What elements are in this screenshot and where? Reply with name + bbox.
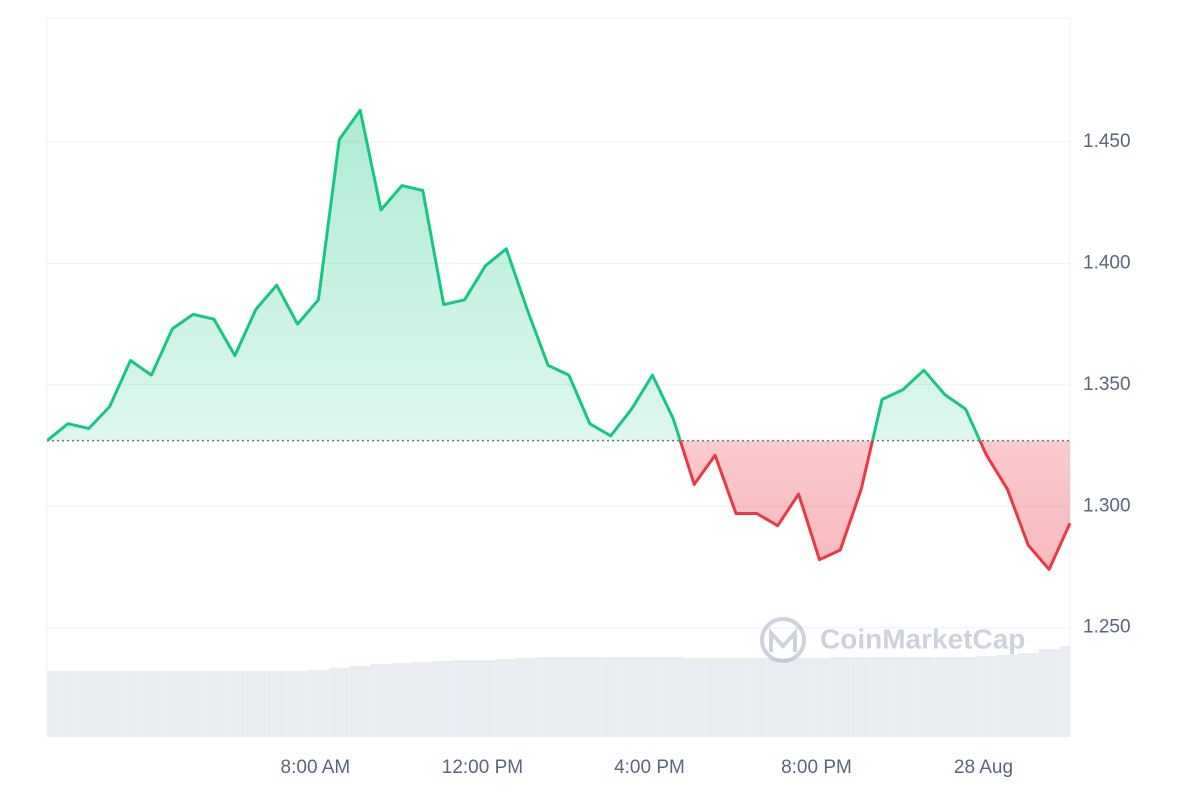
volume-bar <box>662 657 684 737</box>
volume-bar <box>746 658 768 737</box>
volume-bar <box>558 657 580 737</box>
volume-bar <box>391 663 413 737</box>
volume-bar <box>704 658 726 737</box>
y-tick-label: 1.250 <box>1083 617 1131 638</box>
x-tick-label: 8:00 AM <box>281 757 351 778</box>
volume-bar <box>474 660 496 737</box>
volume-bar <box>349 666 371 737</box>
line-up <box>47 108 982 441</box>
volume-bar <box>809 658 830 737</box>
volume-bar <box>328 668 350 737</box>
volume-bar <box>245 671 267 737</box>
volume-bar <box>788 658 810 737</box>
y-tick-label: 1.350 <box>1083 374 1131 395</box>
volume-bar <box>996 655 1018 737</box>
x-tick-label: 12:00 PM <box>442 757 523 778</box>
volume-bar <box>892 657 914 737</box>
volume-bar <box>600 657 622 737</box>
volume-bar <box>412 662 434 737</box>
watermark-text: CoinMarketCap <box>820 623 1025 654</box>
area-down <box>47 440 1070 570</box>
volume-bar <box>78 671 100 737</box>
volume-bar <box>913 657 935 737</box>
volume-bar <box>579 657 601 737</box>
watermark-logo <box>760 617 806 663</box>
volume-bar <box>203 671 225 737</box>
volume-bar <box>266 671 288 737</box>
x-tick-label: 4:00 PM <box>614 757 685 778</box>
volume-bar <box>976 656 997 737</box>
area-up <box>47 110 1070 441</box>
y-tick-label: 1.400 <box>1083 252 1131 273</box>
volume-bar <box>454 660 475 737</box>
watermark: CoinMarketCap <box>760 617 1025 663</box>
x-tick-label: 28 Aug <box>954 757 1013 778</box>
volume-bar <box>57 671 79 737</box>
volume-bar <box>871 657 893 737</box>
volume-bar <box>182 671 204 737</box>
volume-bar <box>140 671 162 737</box>
x-tick-label: 8:00 PM <box>781 757 852 778</box>
volume-bar <box>1017 653 1039 737</box>
volume-bar <box>161 671 183 737</box>
volume-bar <box>495 659 517 737</box>
volume-bar <box>642 657 663 737</box>
volume-bar <box>537 657 559 737</box>
volume-bar <box>683 658 705 737</box>
volume-bar <box>120 671 141 737</box>
volume-bar <box>516 658 538 737</box>
volume-bar <box>621 657 643 737</box>
volume-bar <box>433 661 455 737</box>
volume-bar <box>934 657 956 737</box>
watermark-logo-mark <box>769 627 797 652</box>
volume-bar <box>224 671 246 737</box>
volume-bar <box>99 671 121 737</box>
volume-bar <box>850 657 872 737</box>
volume-bar <box>370 664 392 737</box>
volume-bar <box>829 657 851 737</box>
y-tick-label: 1.450 <box>1083 131 1131 152</box>
volume-bar <box>725 658 747 737</box>
volume-bar <box>1059 646 1070 737</box>
volume-bar <box>955 657 977 737</box>
y-tick-label: 1.300 <box>1083 495 1131 516</box>
volume-bar <box>767 658 789 737</box>
volume-bar <box>307 670 329 737</box>
volume-bar <box>47 671 58 737</box>
volume-bar <box>287 671 308 737</box>
volume-bar <box>1038 649 1060 737</box>
